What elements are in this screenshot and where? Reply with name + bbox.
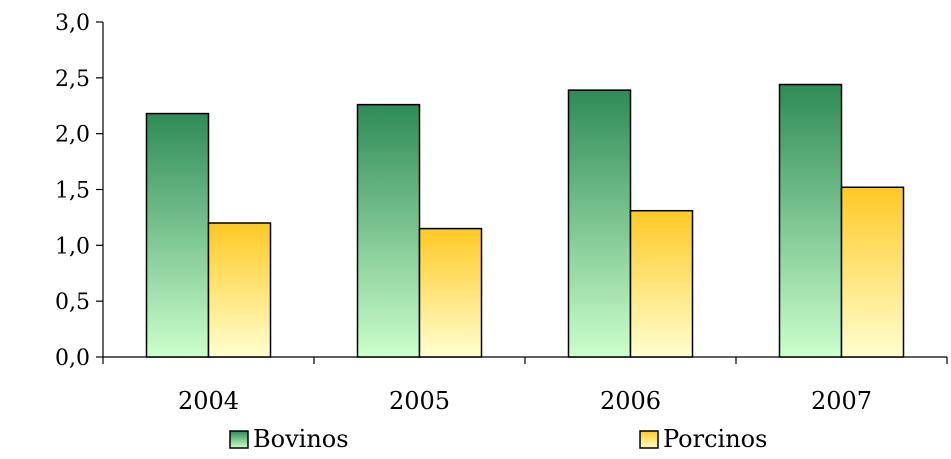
- bar-porcinos-2004: [207, 222, 272, 358]
- x-tick-label: 2004: [178, 387, 239, 415]
- legend-label-bovinos: Bovinos: [253, 425, 349, 453]
- x-tick-label: 2005: [389, 387, 450, 415]
- y-tick-label: 2,0: [55, 123, 90, 148]
- y-tick-label: 1,0: [55, 234, 90, 259]
- bar-porcinos-2007: [840, 186, 905, 358]
- bar-bovinos-2006: [567, 89, 632, 358]
- y-tick-label: 0,0: [55, 346, 90, 371]
- x-tick-label: 2007: [811, 387, 872, 415]
- labels: 0,0 0,5 1,0 1,5 2,0 2,5 3,0 2004 2005 2006 2007: [55, 11, 872, 415]
- bar-bovinos-2004: [145, 112, 210, 358]
- bars: [145, 83, 905, 358]
- legend: Bovinos Porcinos: [229, 425, 767, 453]
- bar-porcinos-2005: [418, 227, 483, 358]
- legend-swatch-porcinos: [639, 430, 659, 449]
- x-tick-label: 2006: [600, 387, 661, 415]
- y-tick-label: 1,5: [55, 179, 90, 204]
- bar-bovinos-2005: [356, 103, 421, 358]
- y-tick-label: 0,5: [55, 290, 90, 315]
- bar-porcinos-2006: [629, 209, 694, 358]
- bar-bovinos-2007: [778, 83, 843, 358]
- y-tick-label: 3,0: [55, 11, 90, 36]
- legend-swatch-bovinos: [229, 430, 249, 449]
- y-tick-label: 2,5: [55, 67, 90, 92]
- legend-label-porcinos: Porcinos: [663, 425, 767, 453]
